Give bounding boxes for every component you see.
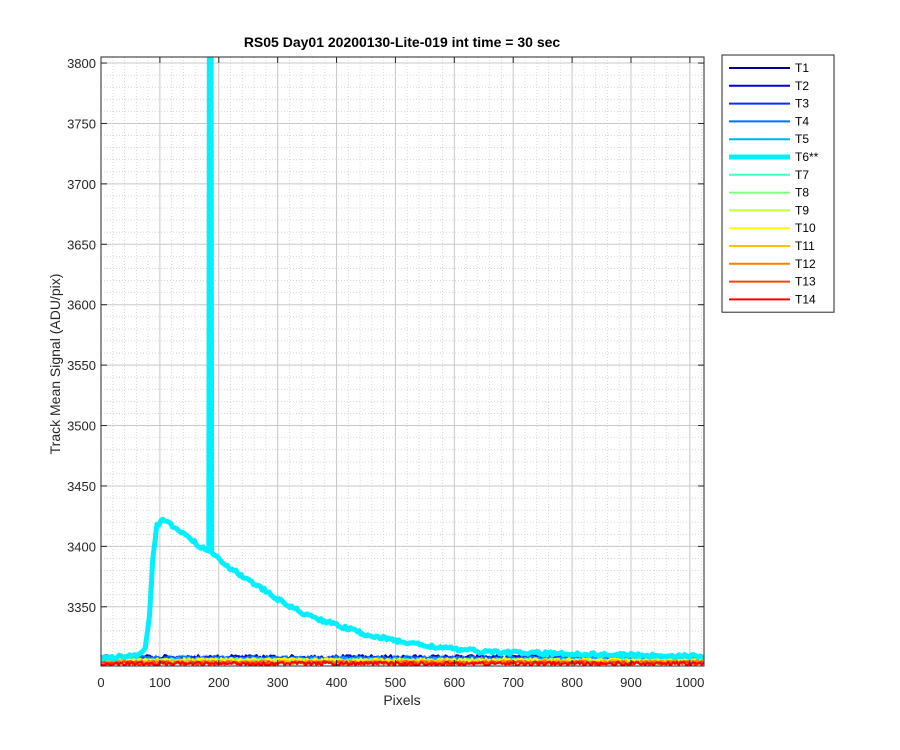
x-tick-label: 1000 — [675, 675, 704, 690]
x-axis-label: Pixels — [383, 692, 420, 708]
series-line-T14 — [101, 660, 704, 666]
x-tick-label: 900 — [620, 675, 642, 690]
legend-entry-label: T1 — [795, 61, 809, 75]
y-axis-label: Track Mean Signal (ADU/pix) — [47, 274, 63, 455]
plot-frame — [100, 56, 705, 667]
legend: T1 T2 T3 T4 T5 T6** T7 T8 T9 T10 T11 T12 T13 T14 — [721, 54, 835, 313]
y-tick-label: 3350 — [67, 600, 96, 615]
x-tick-label: 500 — [385, 675, 407, 690]
x-tick-label: 0 — [97, 675, 104, 690]
data-series-group — [101, 57, 704, 666]
y-tick-label: 3700 — [67, 177, 96, 192]
plot-area: 0 100 200 300 400 500 600 700 800 900 1000 3350 3400… — [67, 56, 705, 690]
x-tick-label: 200 — [208, 675, 230, 690]
y-tick-label: 3600 — [67, 298, 96, 313]
chart-title: RS05 Day01 20200130-Lite-019 int time = … — [244, 34, 561, 50]
legend-entry-label: T12 — [795, 257, 816, 271]
legend-entry-label: T6** — [795, 150, 819, 164]
x-tick-label: 800 — [561, 675, 583, 690]
y-tick-label: 3400 — [67, 539, 96, 554]
legend-entry-label: T3 — [795, 97, 809, 111]
legend-entry-label: T14 — [795, 292, 816, 306]
plot-background — [101, 57, 704, 666]
legend-entry-label: T7 — [795, 168, 809, 182]
y-tick-label: 3450 — [67, 479, 96, 494]
legend-entry-label: T5 — [795, 132, 809, 146]
y-tick-label: 3650 — [67, 237, 96, 252]
legend-box — [721, 54, 835, 313]
legend-entry-label: T10 — [795, 221, 816, 235]
x-tick-label: 600 — [443, 675, 465, 690]
legend-entry-label: T11 — [795, 239, 815, 253]
x-tick-label: 300 — [267, 675, 289, 690]
y-tick-label: 3550 — [67, 358, 96, 373]
series-line-T6 — [101, 57, 704, 662]
legend-entry-label: T9 — [795, 203, 809, 217]
x-tick-label: 100 — [149, 675, 171, 690]
x-tick-label: 700 — [502, 675, 524, 690]
y-tick-label: 3500 — [67, 419, 96, 434]
legend-entry-label: T2 — [795, 79, 809, 93]
x-tick-label: 400 — [326, 675, 348, 690]
legend-entry-label: T4 — [795, 114, 809, 128]
series-line-T11 — [101, 658, 704, 665]
legend-entry-label: T13 — [795, 275, 816, 289]
legend-entry-label: T8 — [795, 186, 809, 200]
y-tick-label: 3750 — [67, 116, 96, 131]
y-tick-label: 3800 — [67, 56, 96, 71]
